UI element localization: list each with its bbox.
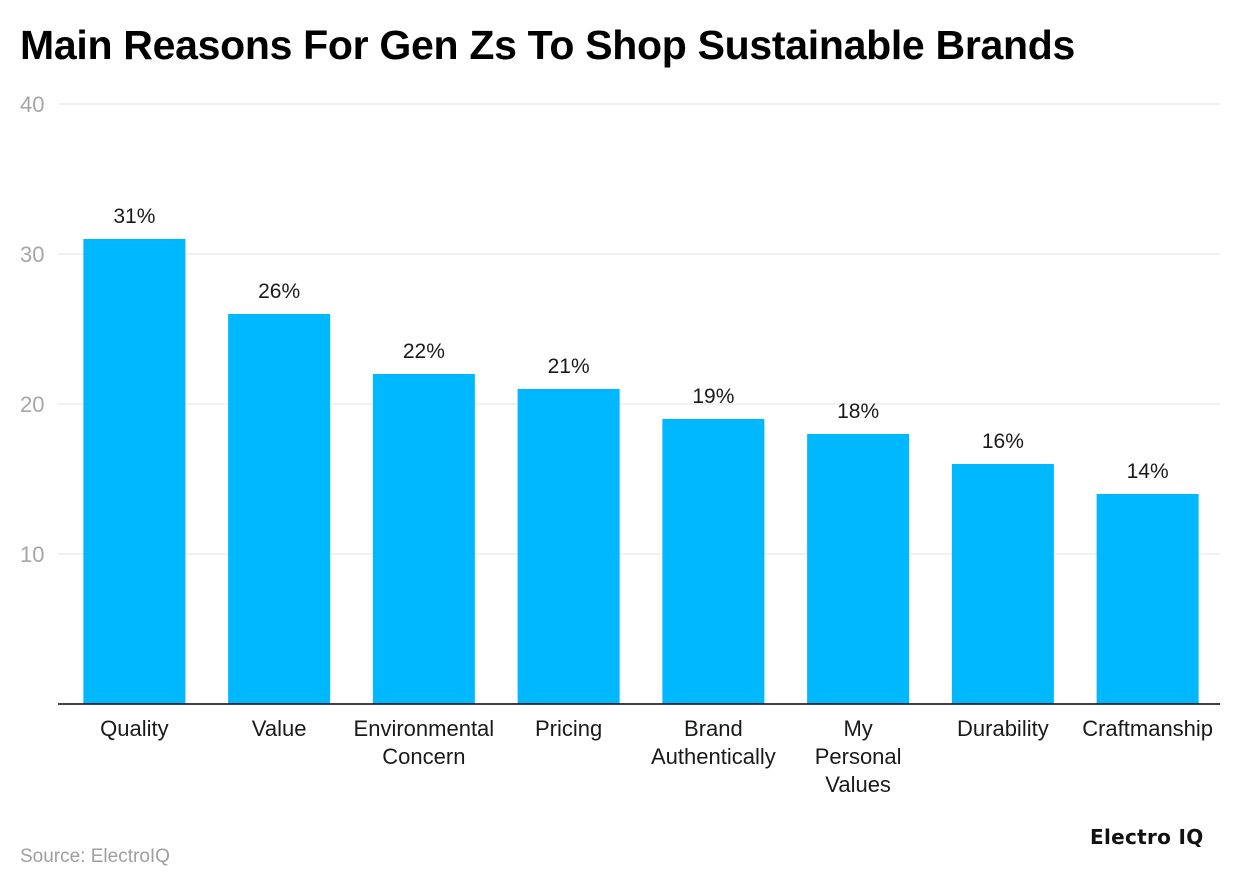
y-tick-label: 10 (20, 542, 44, 567)
bar-value-label: 26% (258, 280, 300, 303)
y-tick-label: 30 (20, 242, 44, 267)
x-tick-label: Brand (684, 716, 743, 741)
bar (951, 464, 1054, 704)
bar (1096, 494, 1199, 704)
x-tick-label: Quality (100, 716, 168, 741)
bar-value-label: 19% (692, 385, 734, 408)
x-tick-label: Values (825, 772, 891, 797)
x-tick-label: Authentically (651, 744, 776, 769)
bar (517, 389, 620, 704)
bars (83, 239, 1199, 704)
x-tick-label: Pricing (535, 716, 602, 741)
bar (83, 239, 186, 704)
x-tick-label: Durability (957, 716, 1049, 741)
bar (662, 419, 765, 704)
bar-value-label: 31% (113, 205, 155, 228)
bar (228, 314, 331, 704)
y-axis-ticks: 10 20 30 40 (20, 92, 44, 567)
electro-iq-logo: Electro IQ (1090, 825, 1204, 849)
chart-title: Main Reasons For Gen Zs To Shop Sustaina… (20, 22, 1075, 68)
x-tick-label: Concern (382, 744, 465, 769)
x-tick-label: My (843, 716, 872, 741)
bar-value-label: 21% (548, 355, 590, 378)
bar-value-label: 16% (982, 430, 1024, 453)
x-tick-label: Environmental (354, 716, 495, 741)
y-tick-label: 20 (20, 392, 44, 417)
x-tick-label: Craftmanship (1082, 716, 1213, 741)
source-note: Source: ElectroIQ (20, 846, 170, 867)
x-tick-label: Personal (815, 744, 902, 769)
bar (372, 374, 475, 704)
bar-value-label: 14% (1127, 460, 1169, 483)
x-axis-ticks: Quality Value Environmental Concern Pricing B… (100, 716, 1213, 797)
y-tick-label: 40 (20, 92, 44, 117)
bar-value-label: 22% (403, 340, 445, 363)
bar-value-labels: 31% 26% 22% 21% 19% 18% 16% 14% (113, 205, 1168, 483)
bar (807, 434, 910, 704)
bar-value-label: 18% (837, 400, 879, 423)
x-tick-label: Value (252, 716, 307, 741)
